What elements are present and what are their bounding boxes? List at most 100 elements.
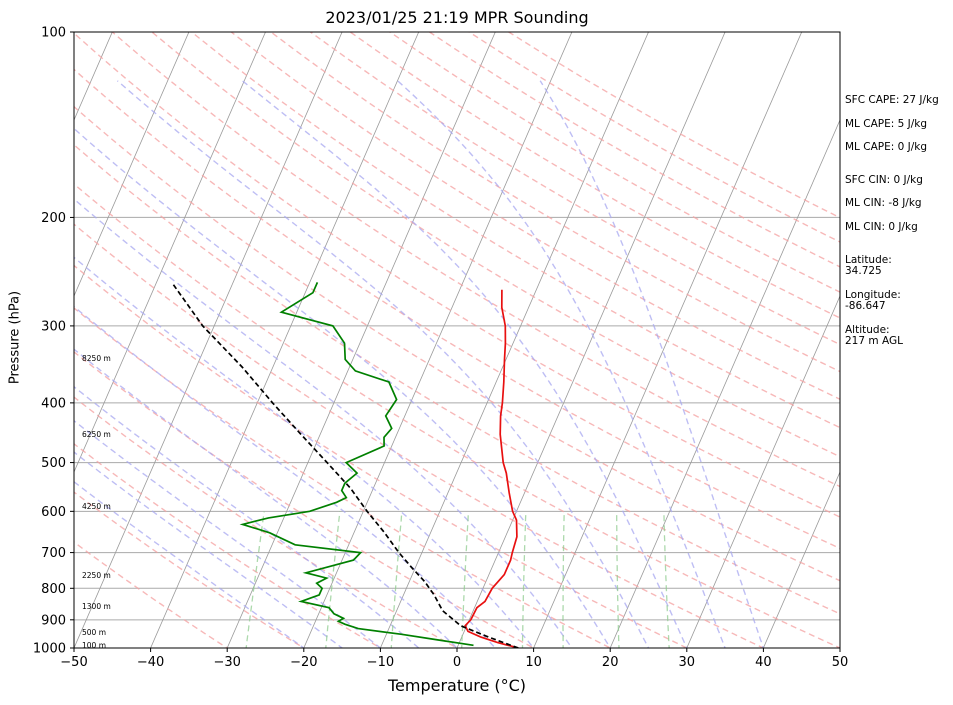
moist-adiabat	[74, 385, 420, 648]
dry-adiabat	[74, 491, 306, 648]
ml-cape-text: ML CAPE: 5 J/kg	[845, 118, 928, 130]
sfc-cin-text: SFC CIN: 0 J/kg	[845, 174, 923, 186]
isotherm--70	[74, 32, 190, 298]
ml-cin-text-2: ML CIN: 0 J/kg	[845, 221, 918, 233]
dry-adiabat	[74, 396, 459, 648]
x-tick-label: −50	[60, 655, 87, 670]
isotherm--10	[379, 32, 649, 648]
x-tick-label: −20	[290, 655, 317, 670]
moist-adiabat	[74, 419, 382, 648]
height-label-100: 100 m	[82, 641, 107, 650]
dry-adiabat	[74, 32, 840, 518]
moist-adiabat	[74, 480, 306, 648]
dry-adiabat	[349, 32, 840, 319]
y-axis-label: Pressure (hPa)	[7, 290, 23, 385]
dry-adiabat	[74, 307, 612, 648]
y-tick-label: 600	[41, 505, 66, 520]
dry-adiabat	[230, 32, 840, 401]
dry-adiabat	[190, 32, 840, 429]
temperature-profile	[464, 289, 519, 648]
x-tick-label: −10	[367, 655, 394, 670]
mixing-ratio-line	[521, 511, 527, 648]
x-tick-label: 0	[453, 655, 461, 670]
dry-adiabat	[74, 183, 840, 648]
dry-adiabat	[74, 143, 840, 615]
moist-adiabat	[74, 305, 497, 648]
isotherm--20	[303, 32, 573, 648]
dry-adiabat	[74, 105, 840, 582]
isotherm--60	[74, 32, 266, 474]
dry-adiabat	[74, 351, 536, 648]
isotherm-0	[456, 32, 726, 648]
latitude-text: Latitude: 34.725	[845, 254, 892, 277]
x-tick-label: 20	[602, 655, 619, 670]
y-tick-label: 900	[41, 613, 66, 628]
moist-adiabat	[74, 256, 535, 648]
isotherm-40	[762, 470, 840, 648]
altitude-text: Altitude: 217 m AGL	[845, 324, 903, 347]
dry-adiabat	[269, 32, 840, 373]
dry-adiabat	[74, 223, 766, 648]
isotherm--30	[226, 32, 496, 648]
moist-adiabat	[397, 80, 726, 648]
isotherm--50	[74, 32, 343, 648]
height-label-500: 500 m	[82, 628, 107, 637]
moist-adiabat	[539, 80, 765, 648]
dry-adiabat	[74, 264, 689, 648]
sfc-cape-text: SFC CAPE: 27 J/kg	[845, 94, 939, 106]
isotherm-10	[533, 32, 803, 648]
mixing-ratio-line	[325, 511, 341, 648]
y-tick-label: 1000	[33, 642, 66, 657]
parcel-profile	[171, 281, 519, 648]
longitude-text: Longitude: -86.647	[845, 289, 901, 312]
y-tick-label: 400	[41, 396, 66, 411]
dry-adiabat	[388, 32, 840, 293]
y-tick-label: 700	[41, 546, 66, 561]
mixing-ratio-line	[390, 511, 403, 648]
dry-adiabat	[74, 442, 382, 648]
dry-adiabat	[74, 541, 229, 648]
height-label-4250: 4250 m	[82, 502, 111, 511]
y-tick-label: 800	[41, 582, 66, 597]
mixing-ratio-line	[245, 511, 265, 648]
chart-title: 2023/01/25 21:19 MPR Sounding	[325, 8, 589, 27]
moist-adiabat	[74, 451, 344, 648]
mixing-ratio-line	[663, 511, 670, 648]
dry-adiabat	[74, 68, 840, 550]
profile-lines	[171, 281, 519, 648]
height-label-8250: 8250 m	[82, 354, 111, 363]
moist-adiabat	[241, 80, 688, 648]
y-tick-label: 300	[41, 319, 66, 334]
isotherm--80	[74, 32, 113, 122]
moist-adiabat	[74, 198, 573, 648]
mixing-ratio-line	[461, 511, 470, 648]
moist-adiabat	[74, 348, 459, 648]
dewpoint-profile	[239, 282, 474, 647]
height-label-6250: 6250 m	[82, 430, 111, 439]
background-lines	[74, 32, 840, 648]
x-tick-label: 30	[679, 655, 696, 670]
x-axis-label: Temperature (°C)	[387, 676, 527, 695]
ml-cape-text-2: ML CAPE: 0 J/kg	[845, 141, 928, 153]
x-tick-label: −30	[213, 655, 240, 670]
y-tick-label: 500	[41, 456, 66, 471]
moist-adiabat	[116, 80, 650, 648]
x-tick-label: 40	[755, 655, 772, 670]
mixing-ratio-line	[616, 511, 620, 648]
height-label-2250: 2250 m	[82, 571, 111, 580]
y-tick-label: 200	[41, 211, 66, 226]
x-tick-label: 50	[832, 655, 849, 670]
x-tick-label: −40	[137, 655, 164, 670]
mixing-ratio-line	[562, 511, 565, 648]
ml-cin-text: ML CIN: -8 J/kg	[845, 197, 922, 209]
x-tick-label: 10	[525, 655, 542, 670]
moist-adiabat	[74, 127, 612, 648]
plot-frame	[73, 31, 841, 649]
axis-ticks: −50 −40 −30 −20 −10 0 10 20 30 40 50 100 200 300 400 50…	[33, 26, 848, 671]
isotherm-30	[686, 294, 840, 648]
isotherm-20	[609, 118, 840, 648]
dry-adiabat	[150, 32, 840, 458]
isotherm--40	[150, 32, 420, 648]
